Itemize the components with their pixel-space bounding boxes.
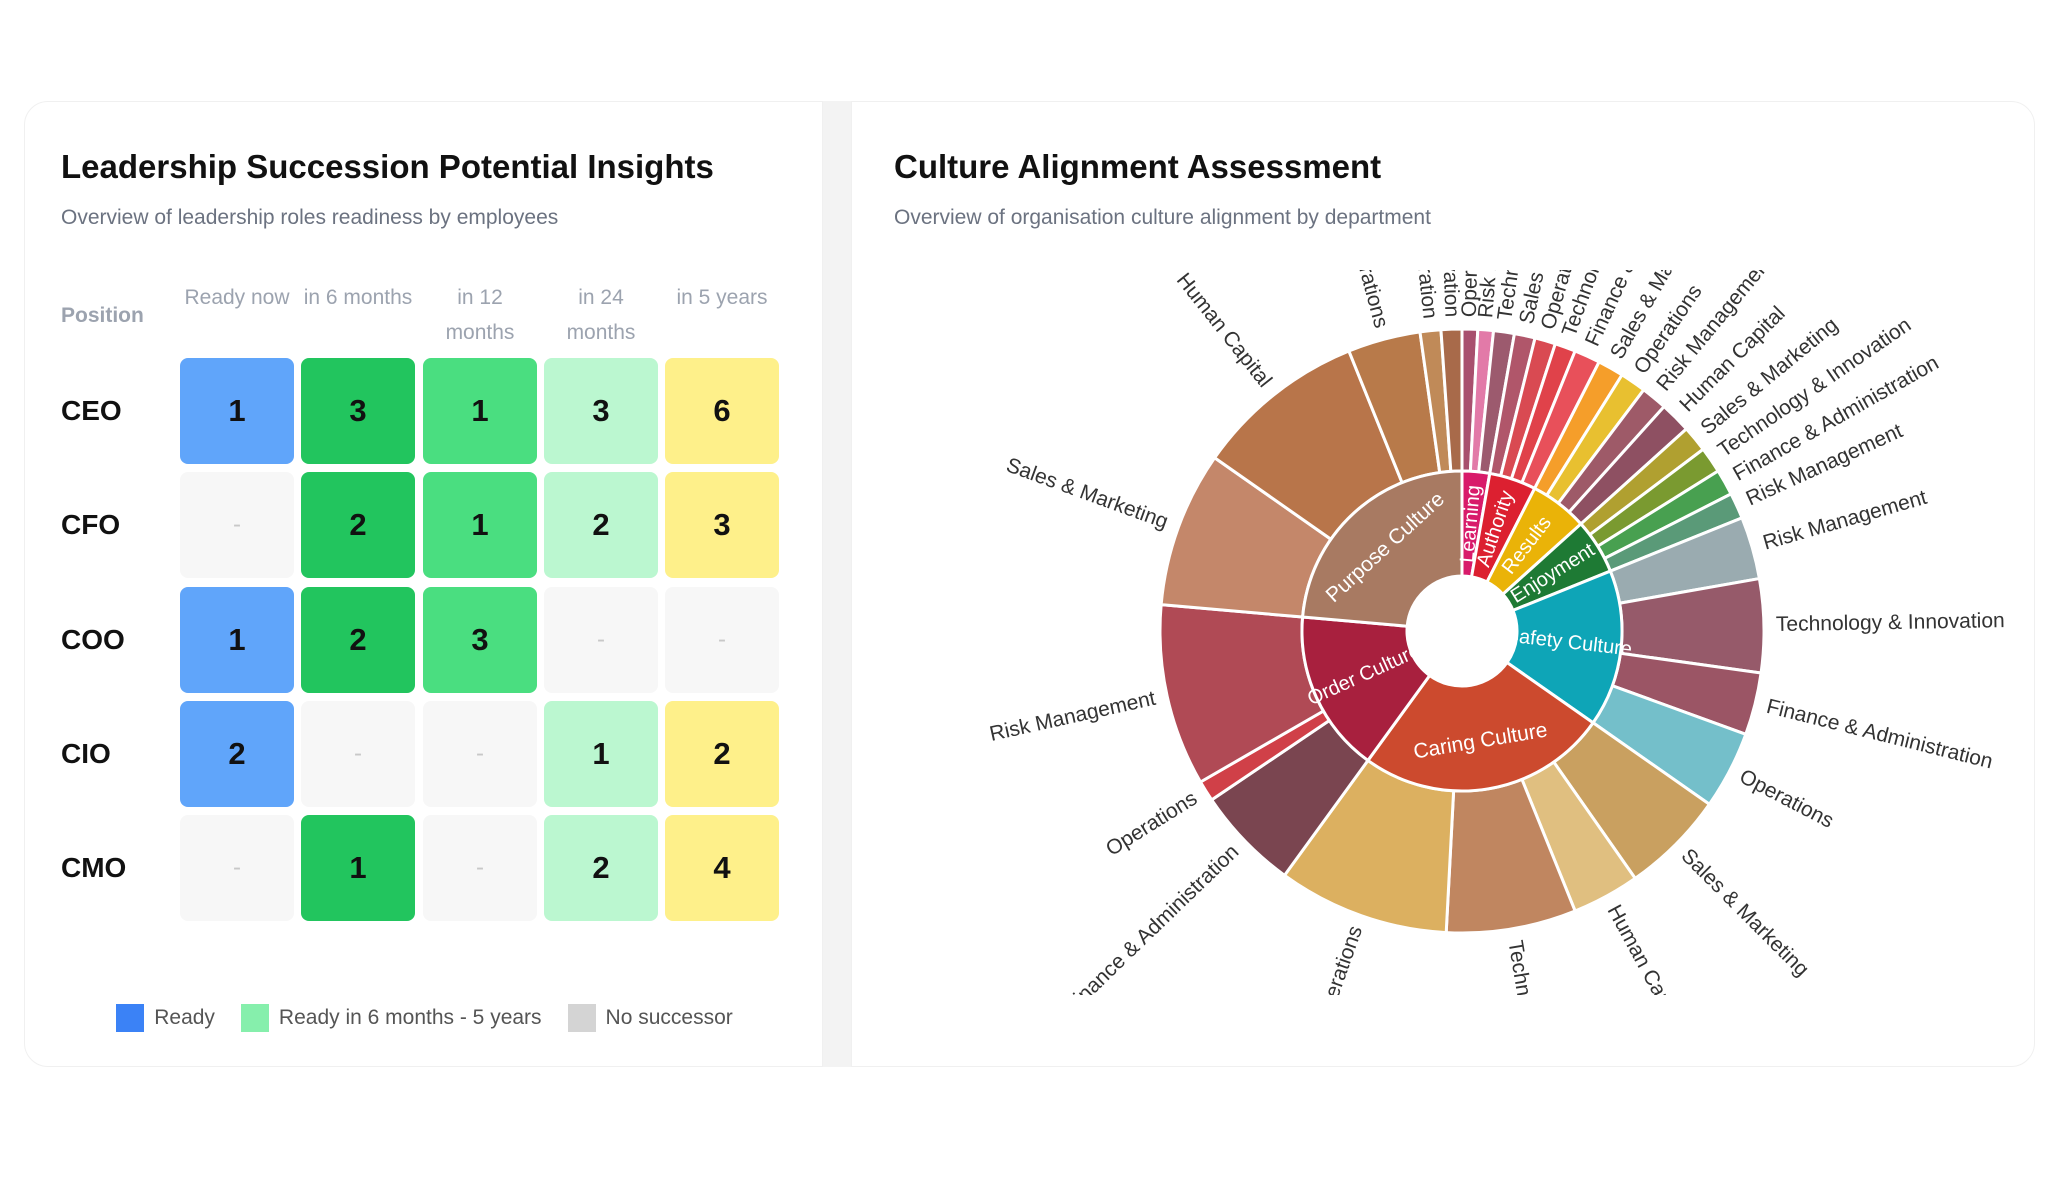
- row-label: CMO: [61, 852, 127, 883]
- legend-label: No successor: [605, 1006, 733, 1029]
- department-label: Technology & Innovation: [1776, 609, 2005, 636]
- inner-segment: [1504, 569, 1624, 725]
- column-header: in 6 months: [303, 286, 413, 309]
- readiness-cell: -: [665, 587, 779, 693]
- department-label: Operations: [1344, 225, 1393, 330]
- readiness-cell: 6: [665, 358, 779, 464]
- card-title: Culture Alignment Assessment: [894, 148, 1382, 185]
- inner-segment: [1300, 615, 1432, 763]
- department-label: Operations: [1102, 787, 1201, 861]
- readiness-cell: -: [423, 815, 537, 921]
- department-label: Operations: [1736, 765, 1838, 833]
- sunburst: Operations Risk Management Technology & In…: [988, 102, 2005, 1066]
- column-header: in 5 years: [676, 286, 768, 309]
- readiness-cell: -: [423, 701, 537, 807]
- readiness-cell: -: [180, 472, 294, 578]
- readiness-cell: -: [544, 587, 658, 693]
- readiness-cell: 2: [180, 701, 294, 807]
- department-label: Human Capital: [1172, 269, 1276, 392]
- readiness-cell: 2: [301, 587, 415, 693]
- row-label: CIO: [61, 738, 111, 769]
- succession-card: Leadership Succession Potential Insights…: [24, 101, 823, 1067]
- column-header: in 12 months: [445, 286, 515, 344]
- readiness-cell: 2: [301, 472, 415, 578]
- readiness-cell: -: [301, 701, 415, 807]
- department-label: Finance & Administration: [1394, 102, 1441, 320]
- legend-item: No successor: [567, 1004, 733, 1032]
- inner-segment: [1300, 469, 1464, 628]
- divider: [823, 101, 851, 1067]
- department-label: Operations: [1458, 214, 1484, 317]
- legend-swatch: [116, 1004, 145, 1032]
- readiness-cell: 2: [665, 701, 779, 807]
- column-header: in 24 months: [566, 286, 636, 344]
- legend-label: Ready: [154, 1006, 215, 1029]
- position-header: Position: [61, 304, 144, 327]
- department-label: Human Capital: [1603, 901, 1689, 1034]
- card-subtitle: Overview of leadership roles readiness b…: [61, 206, 559, 229]
- row-label: CEO: [61, 395, 122, 426]
- readiness-cell: 3: [423, 587, 537, 693]
- readiness-cell: 4: [665, 815, 779, 921]
- readiness-cell: 1: [180, 358, 294, 464]
- readiness-cell: 3: [544, 358, 658, 464]
- department-label: Operations: [1311, 923, 1367, 1028]
- readiness-cell: 1: [423, 358, 537, 464]
- department-label: Technology & Innovation: [1503, 939, 1563, 1066]
- department-label: Finance & Administration: [1060, 840, 1243, 1018]
- legend-label: Ready in 6 months - 5 years: [278, 1006, 542, 1029]
- readiness-cell: 3: [665, 472, 779, 578]
- legend: Ready Ready in 6 months - 5 years No succe…: [25, 1004, 824, 1032]
- legend-swatch: [240, 1004, 269, 1032]
- department-label: Finance & Administration: [1764, 695, 1995, 774]
- department-label: Sales & Marketing: [1677, 844, 1814, 981]
- department-label: Risk Management: [988, 687, 1158, 746]
- readiness-cell: 2: [544, 815, 658, 921]
- readiness-cell: 3: [301, 358, 415, 464]
- legend-item: Ready in 6 months - 5 years: [240, 1004, 542, 1032]
- inner-segment: [1365, 660, 1596, 793]
- readiness-cell: -: [180, 815, 294, 921]
- row-label: CFO: [61, 509, 121, 540]
- readiness-cell: 2: [544, 472, 658, 578]
- legend-swatch: [567, 1004, 596, 1032]
- legend-item: Ready: [116, 1004, 215, 1032]
- readiness-cell: 1: [180, 587, 294, 693]
- department-label: Risk Management: [1760, 486, 1929, 555]
- readiness-cell: 1: [423, 472, 537, 578]
- card-title: Leadership Succession Potential Insights: [61, 148, 714, 185]
- column-header: Ready now: [184, 286, 290, 309]
- readiness-cell: 1: [301, 815, 415, 921]
- row-label: COO: [61, 624, 125, 655]
- readiness-cell: 1: [544, 701, 658, 807]
- card-subtitle: Overview of organisation culture alignme…: [894, 206, 1431, 229]
- department-label: Sales & Marketing: [1003, 454, 1171, 534]
- culture-card: Culture Alignment Assessment Overview of…: [851, 101, 2035, 1067]
